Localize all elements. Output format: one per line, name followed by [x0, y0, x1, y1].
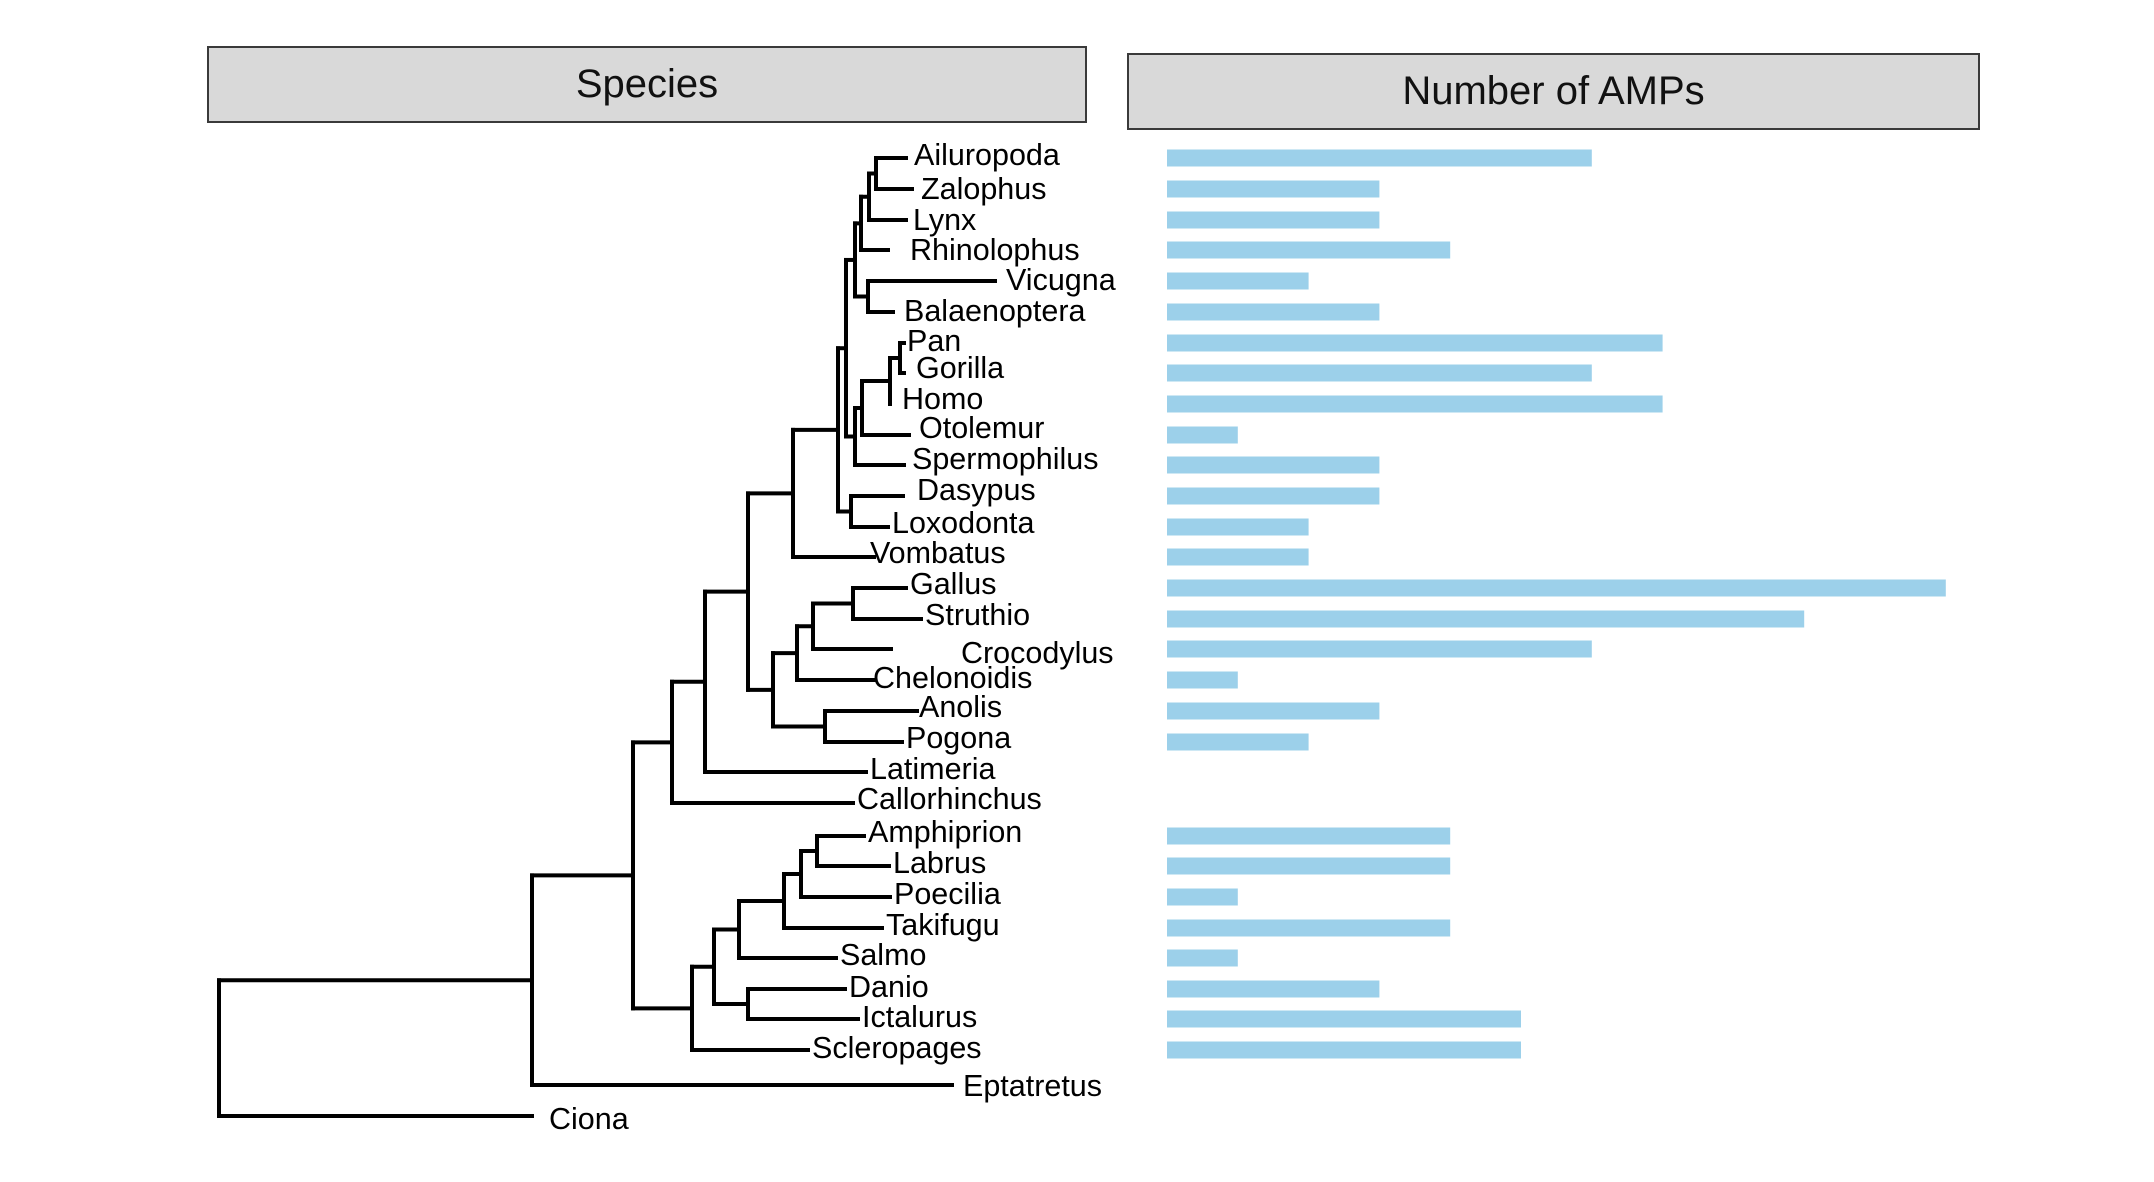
species-header: Species [207, 46, 1087, 123]
bar-takifugu [1167, 919, 1451, 937]
bar-vicugna [1167, 272, 1309, 290]
species-label-scleropages: Scleropages [812, 1031, 982, 1065]
bar-dasypus [1167, 487, 1380, 505]
bar-anolis [1167, 702, 1380, 720]
species-label-salmo: Salmo [840, 938, 926, 972]
bar-amphiprion [1167, 827, 1451, 845]
bar-ailuropoda [1167, 149, 1592, 167]
species-label-pogona: Pogona [906, 721, 1011, 755]
species-label-zalophus: Zalophus [921, 172, 1046, 206]
bar-poecilia [1167, 888, 1238, 906]
species-label-spermophilus: Spermophilus [912, 442, 1099, 476]
species-label-danio: Danio [849, 970, 929, 1004]
bar-homo [1167, 395, 1663, 413]
bar-ictalurus [1167, 1010, 1521, 1028]
species-label-vombatus: Vombatus [870, 536, 1006, 570]
species-label-latimeria: Latimeria [870, 752, 995, 786]
species-label-gallus: Gallus [910, 567, 996, 601]
species-label-crocodylus: Crocodylus [961, 636, 1114, 670]
bar-pan [1167, 334, 1663, 352]
species-label-rhinolophus: Rhinolophus [910, 233, 1080, 267]
bar-vombatus [1167, 548, 1309, 566]
species-label-loxodonta: Loxodonta [892, 506, 1034, 540]
bar-salmo [1167, 949, 1238, 967]
species-label-lynx: Lynx [913, 203, 976, 237]
bar-labrus [1167, 857, 1451, 875]
amps-header-label: Number of AMPs [1402, 69, 1705, 113]
species-label-pan: Pan [907, 324, 961, 358]
bar-loxodonta [1167, 518, 1309, 536]
species-label-takifugu: Takifugu [886, 908, 1000, 942]
species-label-labrus: Labrus [893, 846, 986, 880]
species-label-dasypus: Dasypus [917, 473, 1036, 507]
bar-crocodylus [1167, 640, 1592, 658]
bar-balaenoptera [1167, 303, 1380, 321]
species-label-struthio: Struthio [925, 598, 1030, 632]
species-label-eptatretus: Eptatretus [963, 1069, 1102, 1103]
bar-spermophilus [1167, 456, 1380, 474]
bar-chelonoidis [1167, 671, 1238, 689]
species-label-amphiprion: Amphiprion [868, 815, 1022, 849]
phylogenetic-tree [217, 156, 997, 1118]
species-header-label: Species [575, 62, 719, 106]
bar-scleropages [1167, 1041, 1521, 1059]
bar-lynx [1167, 211, 1380, 229]
bar-struthio [1167, 610, 1805, 628]
bar-pogona [1167, 733, 1309, 751]
species-label-balaenoptera: Balaenoptera [904, 294, 1085, 328]
bar-danio [1167, 980, 1380, 998]
species-label-chelonoidis: Chelonoidis [873, 661, 1032, 695]
species-label-callorhinchus: Callorhinchus [857, 782, 1042, 816]
amp-bars [1167, 149, 1946, 1059]
species-label-homo: Homo [902, 382, 983, 416]
bar-rhinolophus [1167, 241, 1451, 259]
species-label-poecilia: Poecilia [894, 877, 1001, 911]
bar-otolemur [1167, 426, 1238, 444]
species-label-vicugna: Vicugna [1006, 263, 1116, 297]
bar-gallus [1167, 579, 1946, 597]
amps-header: Number of AMPs [1127, 53, 1980, 130]
species-labels: AiluropodaZalophusLynxRhinolophusVicugna… [549, 138, 1116, 1136]
species-label-anolis: Anolis [919, 690, 1002, 724]
species-label-ciona: Ciona [549, 1102, 629, 1136]
bar-zalophus [1167, 180, 1380, 198]
species-label-gorilla: Gorilla [916, 351, 1004, 385]
species-label-ailuropoda: Ailuropoda [914, 138, 1060, 172]
species-label-ictalurus: Ictalurus [862, 1000, 977, 1034]
bar-gorilla [1167, 364, 1592, 382]
species-label-otolemur: Otolemur [919, 411, 1044, 445]
